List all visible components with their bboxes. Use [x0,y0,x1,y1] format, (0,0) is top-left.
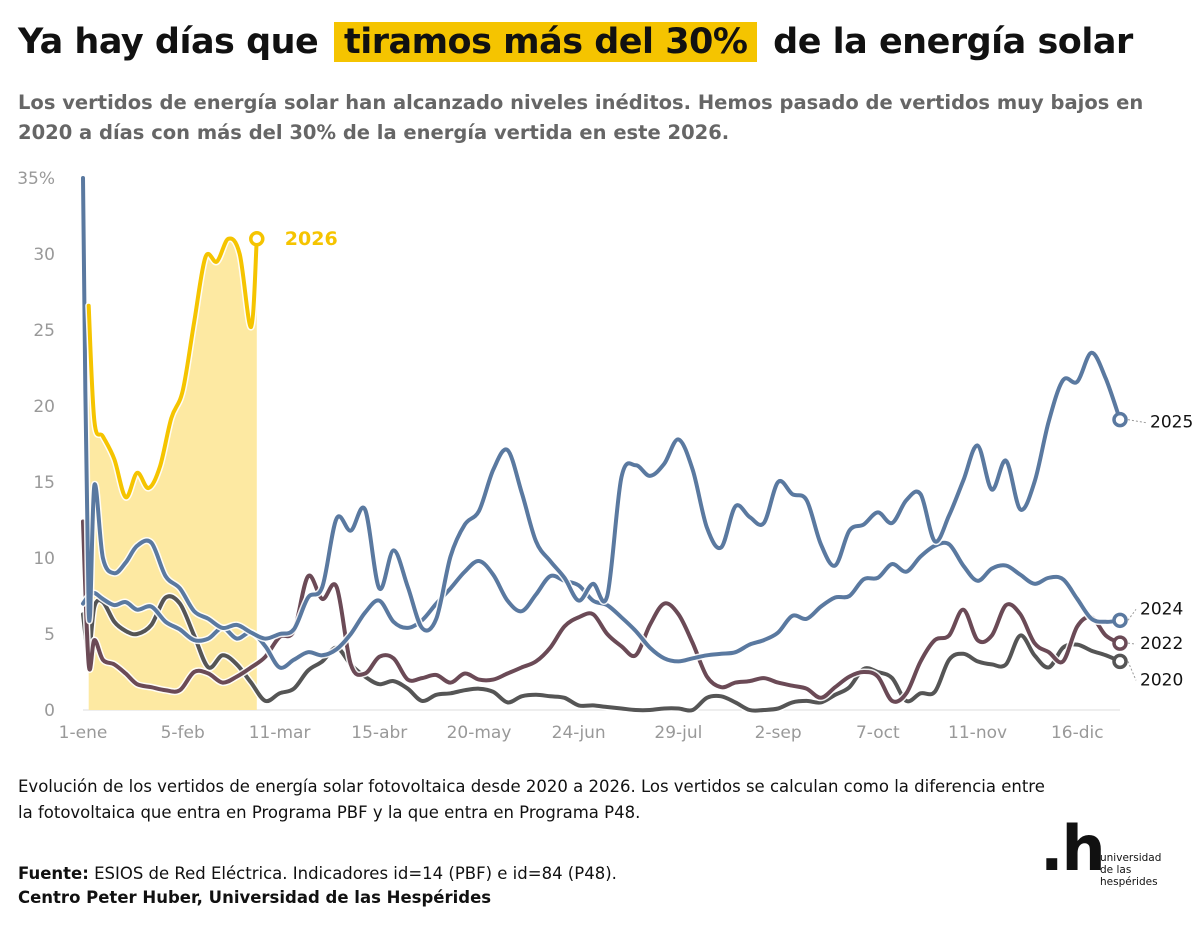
x-tick-label: 11-mar [249,723,311,743]
end-marker-2020 [1112,653,1128,670]
y-tick-label: 20 [33,397,55,417]
y-tick-label: 25 [33,321,55,341]
end-marker-2024 [1112,612,1128,629]
x-tick-label: 7-oct [856,723,900,743]
series-end-label-2025: 2025 [1150,413,1193,433]
title-part-1: Ya hay días que [18,22,319,62]
source-line: Fuente: ESIOS de Red Eléctrica. Indicado… [18,861,617,887]
series-area-2026 [88,238,257,710]
x-tick-label: 15-abr [351,723,407,743]
logo-line-2: de las [1100,864,1132,876]
chart-subtitle: Los vertidos de energía solar han alcanz… [18,91,1144,144]
end-leader-2022 [1127,642,1137,645]
end-leader-2020 [1127,661,1137,681]
series-end-label-2022: 2022 [1140,634,1183,654]
series-line-2022 [81,519,1122,704]
series-end-label-2020: 2020 [1140,670,1183,690]
end-marker-2022 [1112,635,1128,651]
source-label: Fuente: [18,864,89,883]
source-text: ESIOS de Red Eléctrica. Indicadores id=1… [94,864,617,883]
series-line-2026 [86,236,259,500]
y-tick-label: 10 [33,549,55,569]
logo-mark: .h [1040,812,1106,885]
x-tick-label: 20-may [447,723,512,743]
x-tick-label: 11-nov [948,723,1007,743]
series-end-label-2026: 2026 [285,228,338,250]
logo-text: universidad de las hespérides [1100,852,1161,888]
logo-line-3: hespérides [1100,876,1158,888]
series-line-2025 [81,176,1122,641]
credit-line: Centro Peter Huber, Universidad de las H… [18,888,492,907]
series-line-2020 [81,594,1122,713]
chart-description: Evolución de los vertidos de energía sol… [18,777,1045,822]
chart-title: Ya hay días que tiramos más del 30% de l… [18,22,1133,62]
x-tick-label: 16-dic [1051,723,1104,743]
university-logo: .h universidad de las hespérides [1040,818,1190,889]
logo-line-1: universidad [1100,852,1162,864]
end-marker-2026 [249,231,265,247]
y-tick-label: 0 [44,701,55,721]
end-leader-2024 [1127,609,1137,621]
x-tick-label: 2-sep [755,723,802,743]
x-tick-label: 1-ene [59,723,108,743]
x-tick-label: 24-jun [552,723,606,743]
end-marker-2025 [1112,411,1128,428]
y-tick-label: 15 [33,473,55,493]
end-leader-2025 [1127,419,1147,424]
x-tick-label: 5-feb [161,723,205,743]
x-tick-label: 29-jul [654,723,702,743]
y-tick-label: 30 [33,245,55,265]
y-tick-label: 5 [44,625,55,645]
series-end-label-2024: 2024 [1140,599,1183,619]
y-tick-label: 35% [17,169,55,189]
title-part-2: de la energía solar [773,22,1133,62]
title-highlight: tiramos más del 30% [333,22,758,62]
